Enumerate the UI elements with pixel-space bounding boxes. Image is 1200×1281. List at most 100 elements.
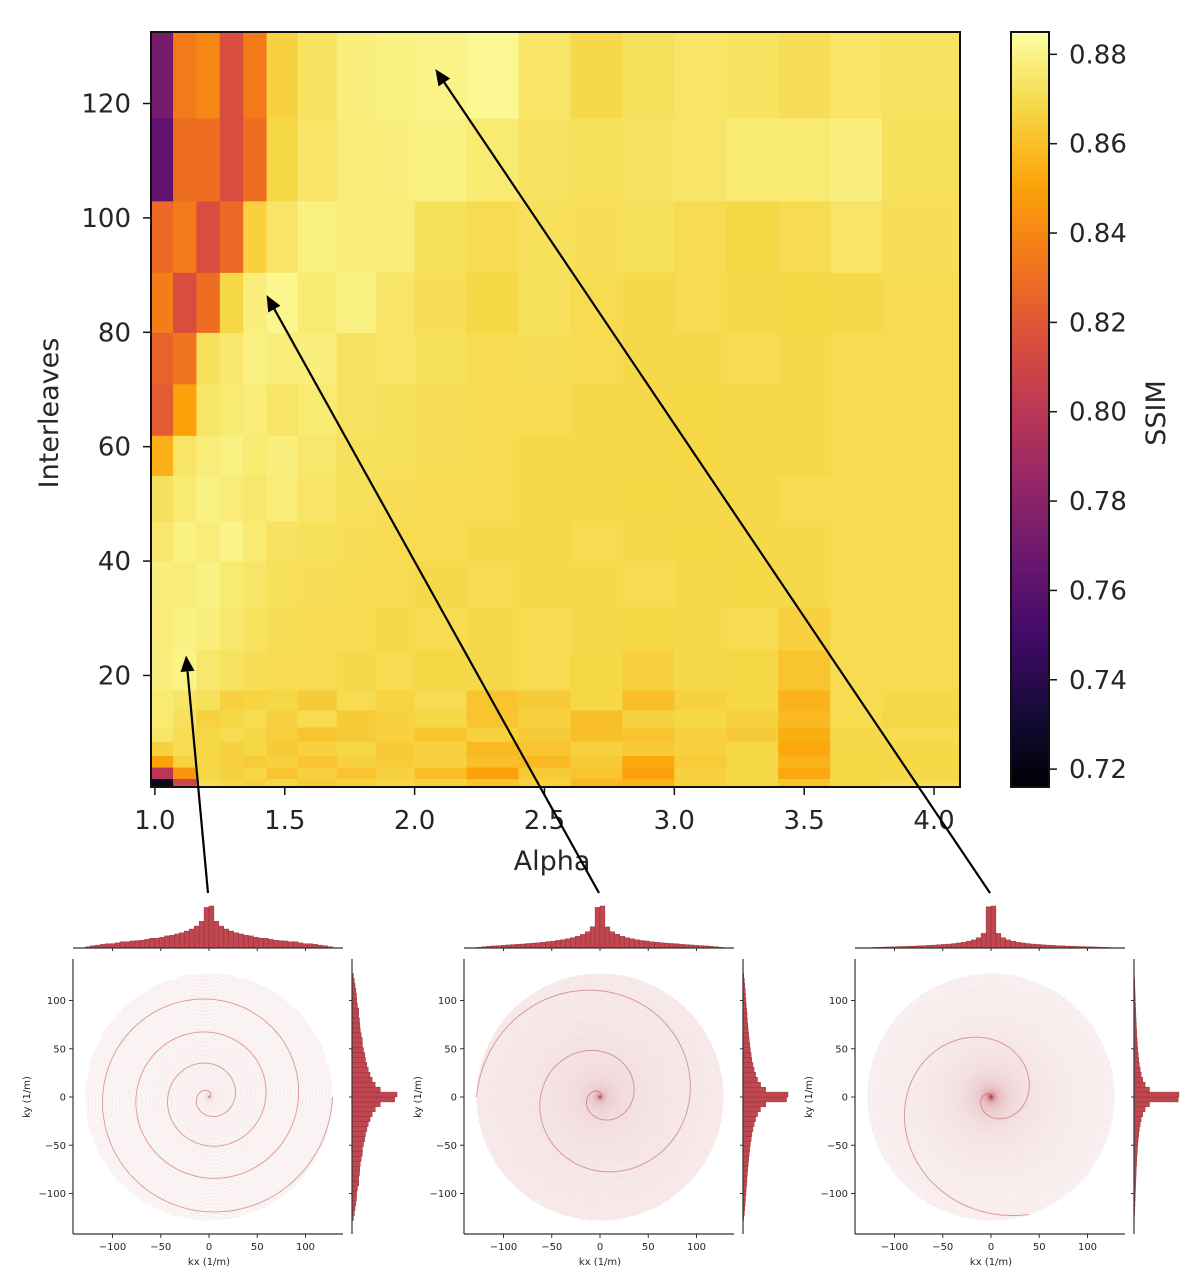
heatmap-cell [173, 332, 198, 385]
heatmap-cell [622, 272, 675, 333]
interleaf-trajectory [923, 1052, 1114, 1193]
top-histogram-bar [174, 933, 180, 949]
heatmap-cell [830, 272, 883, 333]
heatmap-cell [466, 383, 520, 436]
heatmap-cell [219, 332, 244, 385]
colorbar-label: SSIM [1141, 380, 1172, 446]
interleaf-trajectory [508, 1021, 724, 1205]
colorbar-tick-label: 0.82 [1069, 308, 1127, 338]
top-histogram-bar [609, 931, 616, 949]
top-histogram-bar [530, 942, 536, 949]
interleaf-trajectory [499, 1013, 677, 1215]
interleaf-trajectory [489, 1002, 679, 1214]
right-histogram-bar [351, 1180, 359, 1187]
heatmap-cell [219, 755, 244, 768]
heatmap-cell [674, 272, 727, 333]
right-histogram-bar [1133, 1086, 1150, 1093]
top-histogram-bar [1000, 937, 1007, 949]
interleaf-trajectory [477, 988, 693, 1174]
interleaf-trajectory [519, 994, 714, 1194]
heatmap-cell [830, 726, 883, 742]
y-tick-label: −100 [430, 1189, 457, 1200]
heatmap-cell [219, 778, 244, 788]
interleaf-trajectory [526, 974, 706, 1186]
top-histogram-bar [668, 943, 675, 949]
interleaf-trajectory [530, 978, 702, 1183]
interleaf-trajectory [502, 1015, 696, 1212]
interleaf-trajectory [873, 1011, 1051, 1144]
heatmap-cell [830, 649, 883, 691]
heatmap-cell [674, 709, 727, 728]
heatmap-cell [466, 521, 520, 562]
right-histogram-bar [1133, 1077, 1143, 1083]
heatmap-cell [173, 766, 198, 780]
top-histogram-bar [580, 934, 586, 949]
top-histogram-bar [589, 926, 596, 949]
heatmap-cell [830, 435, 883, 476]
right-histogram-bar [351, 1141, 364, 1147]
heatmap-cell [570, 778, 623, 788]
interleaf-trajectory [476, 990, 691, 1172]
heatmap-cell [375, 32, 416, 119]
interleaf-trajectory [927, 1055, 1115, 1189]
interleaf-trajectory [523, 973, 709, 1189]
heatmap-cell [726, 272, 779, 333]
heatmap-cell [297, 741, 338, 757]
heatmap-cell [336, 521, 377, 562]
heatmap-cell [243, 435, 268, 476]
heatmap-cell [778, 117, 831, 202]
right-histogram-bar [742, 1017, 748, 1024]
top-histogram-bar [545, 941, 551, 949]
top-histogram-bar [584, 931, 591, 949]
interleaf-trajectory [882, 994, 1065, 1147]
annotation-arrows [180, 69, 991, 894]
top-histogram-bar [525, 943, 532, 949]
heatmap-cell [243, 755, 268, 768]
heatmap-cell [196, 689, 221, 711]
top-histogram-bar [604, 926, 611, 949]
y-tick-label: 50 [444, 1044, 457, 1055]
right-histogram-bar [1133, 1057, 1139, 1063]
heatmap-cell [518, 561, 572, 608]
heatmap-cell [243, 32, 268, 119]
right-histogram-bar [351, 1072, 371, 1078]
interleaf-trajectory [930, 982, 1075, 1155]
colorbar-bar [1010, 31, 1050, 788]
heatmap-cell [336, 117, 377, 202]
heatmap-cell [882, 606, 961, 651]
heatmap-cell [466, 561, 520, 608]
right-histogram-bar [351, 1052, 366, 1058]
heatmap-cell [243, 606, 268, 651]
interleaf-trajectory [106, 1002, 329, 1209]
heatmap-cell [375, 755, 416, 768]
heatmap-cell [622, 755, 675, 768]
y-tick-label: −100 [821, 1189, 848, 1200]
interleaf-trajectory [501, 982, 698, 1179]
heatmap-cell [674, 741, 727, 757]
right-histogram-bar [1133, 1126, 1140, 1132]
heatmap-cell [243, 709, 268, 728]
right-histogram-bar [742, 1161, 749, 1167]
interleaf-trajectory [510, 1022, 724, 1203]
heatmap-cell [570, 117, 623, 202]
right-histogram-bar [1133, 1116, 1142, 1122]
top-histogram-bar [980, 933, 987, 949]
heatmap-cell [375, 606, 416, 651]
heatmap-cell [778, 383, 831, 436]
heatmap-cell [151, 778, 174, 788]
interleaf-trajectory [872, 1010, 1051, 1139]
heatmap-cell [336, 709, 377, 728]
top-histogram-bar [673, 943, 680, 949]
top-histogram-bar [307, 943, 313, 949]
right-histogram-bar [351, 1012, 359, 1019]
interleaf-trajectory [522, 976, 710, 1191]
heatmap-cell [173, 726, 198, 742]
interleaf-trajectory [905, 987, 1070, 1151]
top-histogram-bar [114, 942, 121, 949]
top-histogram-bar [560, 939, 566, 949]
right-histogram-bar [351, 1032, 362, 1038]
interleaf-trajectory [514, 1027, 719, 1199]
interleaf-trajectory [945, 975, 1088, 1166]
arrow-head [435, 69, 451, 87]
interleaf-trajectory [507, 982, 699, 1180]
